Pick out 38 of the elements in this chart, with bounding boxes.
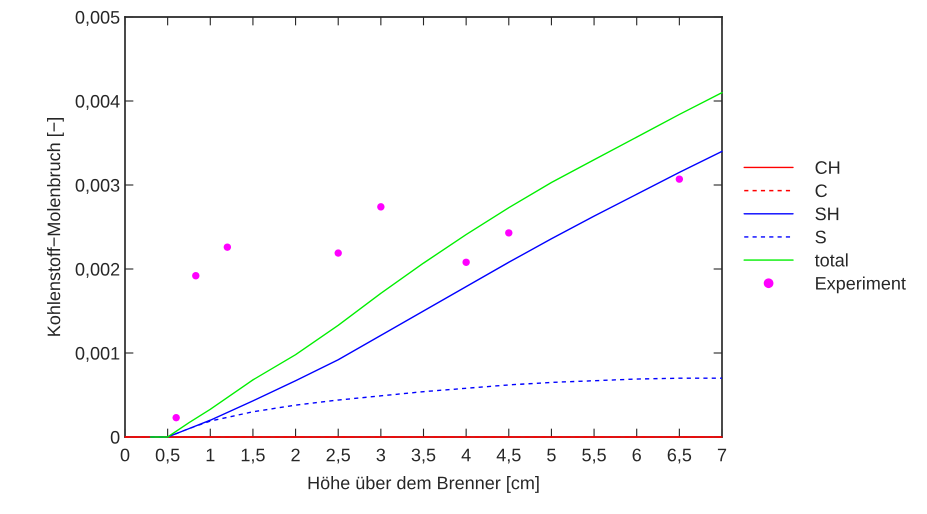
y-tick-label: 0,003 [76,178,120,194]
x-tick-label: 0 [120,448,130,462]
x-tick-label: 6,5 [668,448,692,464]
point [334,249,342,257]
legend-label: C [816,184,827,198]
x-tick-label: 4 [462,448,471,462]
legend-label: SH [815,207,838,220]
point [462,258,470,266]
point [192,272,200,280]
y-tick-label: 0,001 [76,346,120,362]
x-tick-label: 6 [632,448,641,462]
point [224,243,232,251]
y-tick-label: 0,004 [76,94,120,110]
x-tick-label: 5,5 [582,448,606,464]
x-tick-label: 5 [547,448,556,462]
x-tick-label: 2,5 [326,448,350,464]
x-tick-label: 1 [206,448,214,462]
point [172,414,180,422]
x-tick-label: 3 [376,448,386,462]
x-tick-label: 1,5 [242,448,265,464]
x-tick-label: 0,5 [156,448,180,464]
x-tick-label: 2 [291,448,300,462]
point [377,203,385,211]
legend-label: Experiment [816,276,906,294]
y-tick-label: 0,005 [76,10,120,26]
legend-label: total [814,253,848,267]
point [676,175,684,183]
y-axis-title: Kohlenstoff−Molenbruch [−] [47,118,64,336]
x-axis-title: Höhe über dem Brenner [cm] [308,476,539,493]
x-tick-label: 3,5 [412,448,436,464]
line-series [150,92,723,438]
y-tick-label: 0,002 [76,262,120,278]
y-tick-label: 0 [110,430,120,444]
x-tick-label: 4,5 [496,448,521,464]
legend-label: CH [816,161,840,174]
legend-label: S [815,230,826,244]
point [505,229,512,237]
x-tick-label: 7 [718,448,726,462]
